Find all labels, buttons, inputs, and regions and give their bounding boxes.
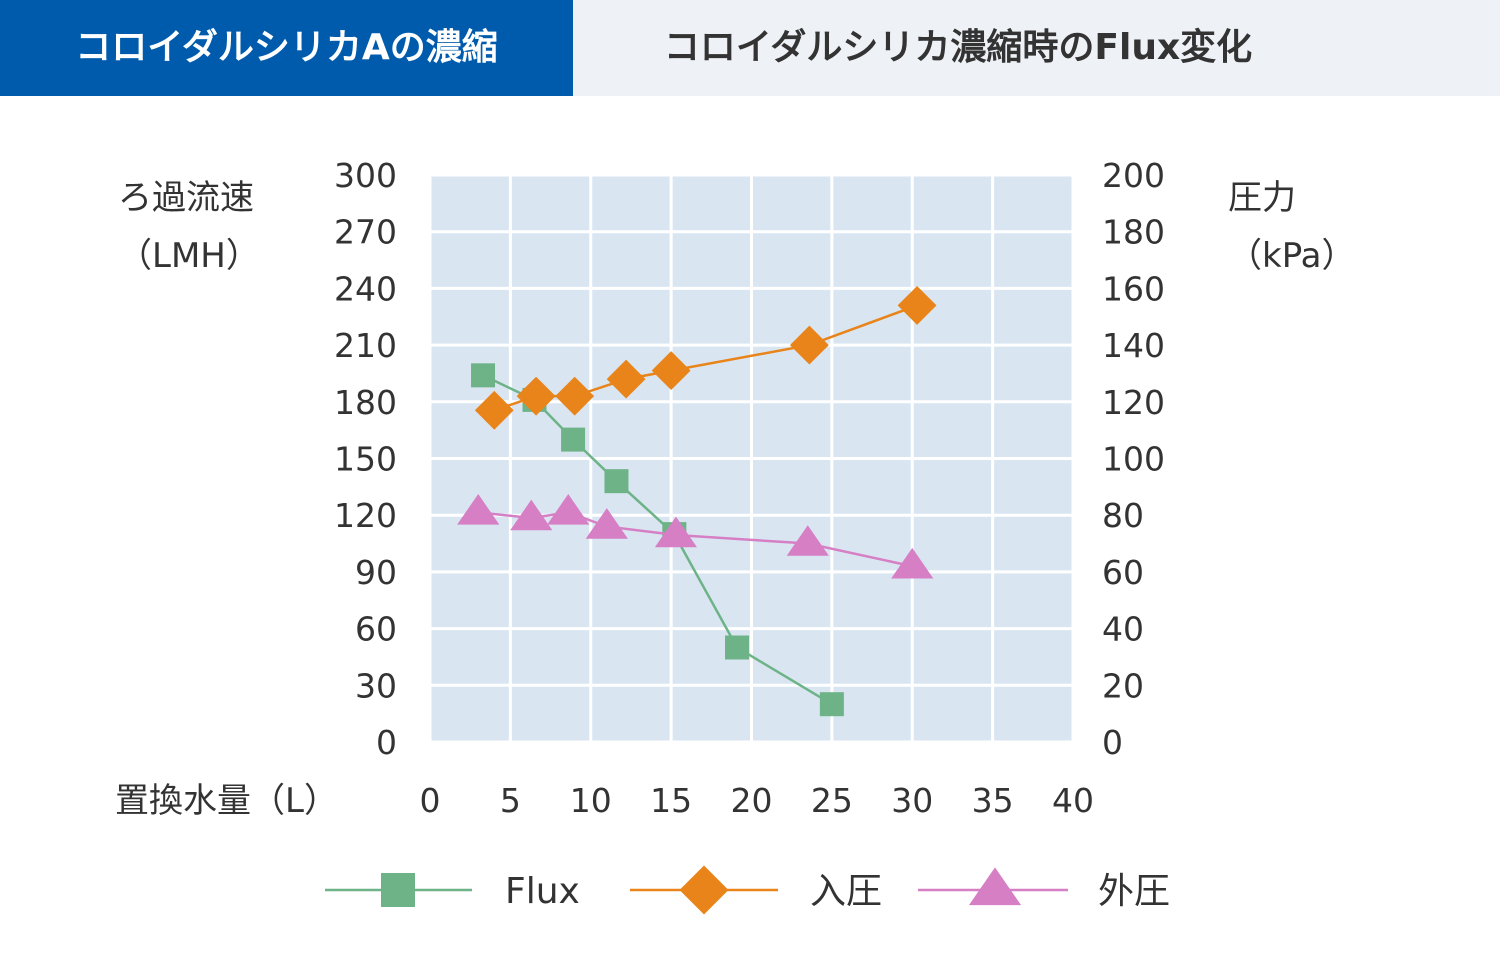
data-point-triangle — [654, 516, 698, 548]
x-tick-label: 30 — [891, 781, 933, 820]
data-point-triangle — [547, 494, 590, 525]
y-left-label-line1: ろ過流速 — [118, 178, 254, 218]
y-left-tick-label: 60 — [355, 610, 397, 649]
y-right-tick-label: 140 — [1102, 326, 1165, 365]
y-right-tick-label: 60 — [1102, 553, 1144, 592]
y-right-tick-label: 0 — [1102, 723, 1123, 762]
y-left-tick-label: 30 — [355, 666, 397, 705]
data-point-diamond — [897, 285, 937, 325]
y-left-tick-label: 180 — [334, 383, 397, 422]
data-point-triangle — [510, 499, 553, 531]
data-point-diamond — [651, 351, 691, 391]
tab-colloidal-silica-a[interactable]: コロイダルシリカAの濃縮 — [0, 0, 573, 96]
data-point-square — [471, 363, 496, 388]
y-right-label-line1: 圧力 — [1228, 178, 1296, 218]
y-right-tick-label: 80 — [1102, 496, 1144, 535]
data-point-diamond — [606, 359, 646, 399]
x-tick-label: 20 — [731, 781, 773, 820]
y-left-tick-label: 210 — [334, 326, 397, 365]
data-point-square — [561, 427, 586, 452]
y-left-tick-label: 120 — [334, 496, 397, 535]
x-tick-label: 15 — [650, 781, 692, 820]
x-tick-label: 25 — [811, 781, 853, 820]
y-right-tick-label: 180 — [1102, 213, 1165, 252]
data-point-triangle — [891, 547, 934, 579]
data-point-triangle — [585, 508, 628, 539]
y-left-tick-label: 270 — [334, 213, 397, 252]
x-axis-label: 置換水量（L） — [115, 781, 338, 821]
data-point-square — [819, 692, 844, 717]
data-point-diamond — [789, 325, 829, 365]
tab-bar: コロイダルシリカAの濃縮 コロイダルシリカ濃縮時のFlux変化 — [0, 0, 1500, 96]
legend-marker-triangle — [968, 867, 1022, 906]
y-right-tick-label: 160 — [1102, 269, 1165, 308]
chart-title: コロイダルシリカ濃縮時のFlux変化 — [663, 27, 1253, 68]
x-tick-label: 40 — [1052, 781, 1094, 820]
data-point-diamond — [555, 376, 595, 416]
y-left-tick-label: 90 — [355, 553, 397, 592]
y-left-tick-label: 0 — [376, 723, 397, 762]
data-point-triangle — [786, 525, 829, 556]
y-right-tick-label: 20 — [1102, 666, 1144, 705]
legend-marker-square — [381, 873, 415, 907]
y-left-tick-label: 150 — [334, 440, 397, 479]
data-point-square — [725, 635, 750, 660]
x-tick-label: 5 — [500, 781, 521, 820]
legend-marker-diamond — [679, 865, 729, 915]
data-point-triangle — [457, 494, 500, 525]
y-right-tick-label: 100 — [1102, 440, 1165, 479]
data-point-diamond — [474, 390, 514, 430]
legend-label: 外圧 — [1098, 871, 1170, 912]
x-tick-label: 10 — [570, 781, 612, 820]
y-right-tick-label: 120 — [1102, 383, 1165, 422]
data-point-diamond — [516, 376, 556, 416]
y-left-tick-label: 240 — [334, 269, 397, 308]
legend-label: 入圧 — [810, 871, 882, 912]
legend-label: Flux — [505, 871, 580, 912]
y-right-tick-label: 40 — [1102, 610, 1144, 649]
data-point-square — [604, 469, 629, 494]
y-right-label-line2: （kPa） — [1228, 236, 1356, 276]
y-left-label-line2: （LMH） — [118, 236, 260, 276]
y-left-tick-label: 300 — [334, 156, 397, 195]
x-tick-label: 0 — [420, 781, 441, 820]
x-tick-label: 35 — [972, 781, 1014, 820]
y-right-tick-label: 200 — [1102, 156, 1165, 195]
